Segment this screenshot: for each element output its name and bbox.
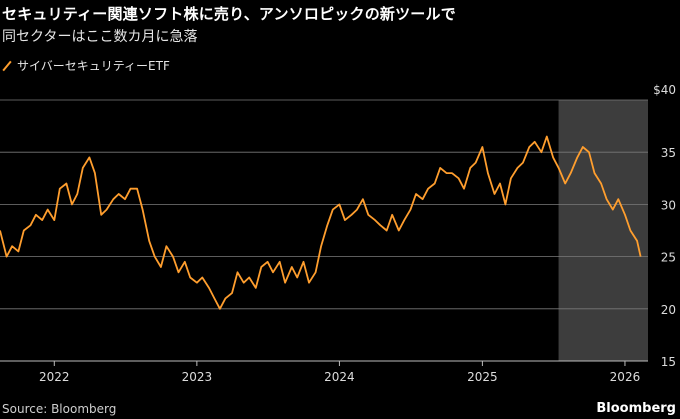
y-tick-label: 25 — [661, 251, 676, 265]
chart-title: セキュリティー関連ソフト株に売り、アンソロピックの新ツールで — [2, 5, 456, 23]
series-line — [0, 135, 642, 310]
x-tick-label: 2023 — [182, 370, 213, 384]
legend-label: サイバーセキュリティーETF — [17, 59, 170, 73]
x-tick-label: 2025 — [467, 370, 498, 384]
y-tick-label: 20 — [661, 303, 676, 317]
x-axis: 2022 2023 2024 2025 2026 — [39, 361, 640, 384]
y-tick-label: 30 — [661, 198, 676, 212]
chart-subtitle: 同セクターはここ数カ月に急落 — [2, 29, 198, 45]
source-note: Source: Bloomberg — [2, 402, 117, 416]
highlight-region — [558, 100, 648, 361]
y-tick-label: 35 — [661, 146, 676, 160]
x-tick-label: 2022 — [39, 370, 70, 384]
gridlines — [0, 99, 648, 362]
y-tick-label: 15 — [661, 355, 676, 369]
y-axis: $40 35 30 25 20 15 — [653, 83, 676, 369]
x-tick-label: 2024 — [324, 370, 355, 384]
y-tick-label: $40 — [653, 83, 676, 97]
x-tick-label: 2026 — [610, 370, 641, 384]
brand-logo: Bloomberg — [596, 401, 676, 416]
legend: サイバーセキュリティーETF — [2, 57, 170, 74]
